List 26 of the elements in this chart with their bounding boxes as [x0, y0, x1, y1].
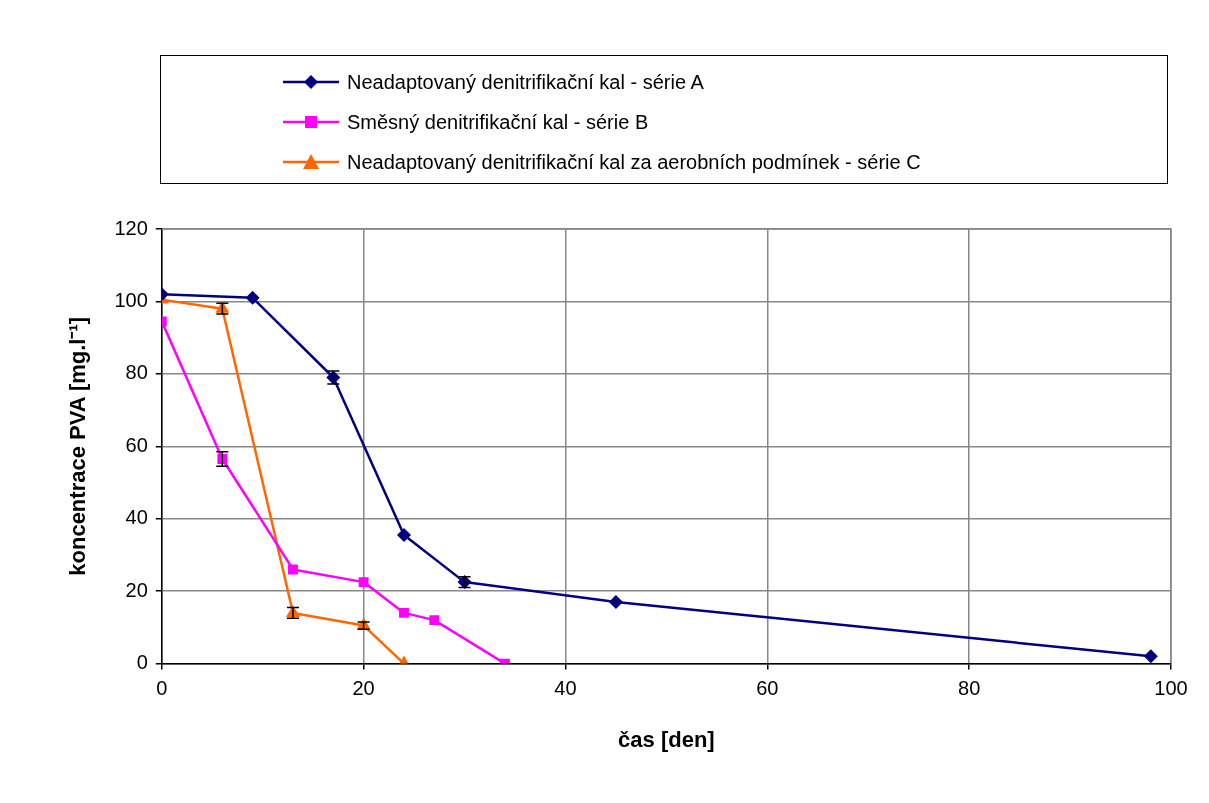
y-tick-label: 20 [125, 578, 148, 601]
point [245, 290, 260, 305]
x-tick-label: 40 [554, 677, 577, 700]
point [288, 564, 298, 575]
point [396, 528, 411, 543]
x-tick-label: 60 [756, 677, 779, 700]
point [399, 607, 409, 618]
x-tick-label: 0 [156, 677, 168, 700]
y-axis-title: koncentrace PVA [mg.l⁻¹] [65, 316, 91, 576]
point [608, 595, 623, 610]
legend-label: Neadaptovaný denitrifikační kal za aerobních podmínek - série C [347, 150, 921, 174]
y-tick-label: 0 [136, 651, 148, 674]
point [1143, 649, 1158, 664]
x-tick-label: 80 [958, 677, 981, 700]
x-axis-title: čas [den] [618, 726, 715, 752]
y-tick-label: 100 [114, 288, 148, 311]
y-tick-label: 120 [114, 216, 148, 239]
y-tick-label: 60 [125, 433, 148, 456]
x-tick-label: 100 [1154, 677, 1188, 700]
legend-label: Neadaptovaný denitrifikační kal - série A [347, 70, 704, 94]
legend-label: Směsný denitrifikační kal - série B [347, 110, 649, 134]
y-tick-label: 80 [125, 361, 148, 384]
y-tick-label: 40 [125, 506, 148, 529]
point [358, 577, 369, 588]
x-tick-label: 20 [352, 677, 375, 700]
point [429, 615, 440, 626]
